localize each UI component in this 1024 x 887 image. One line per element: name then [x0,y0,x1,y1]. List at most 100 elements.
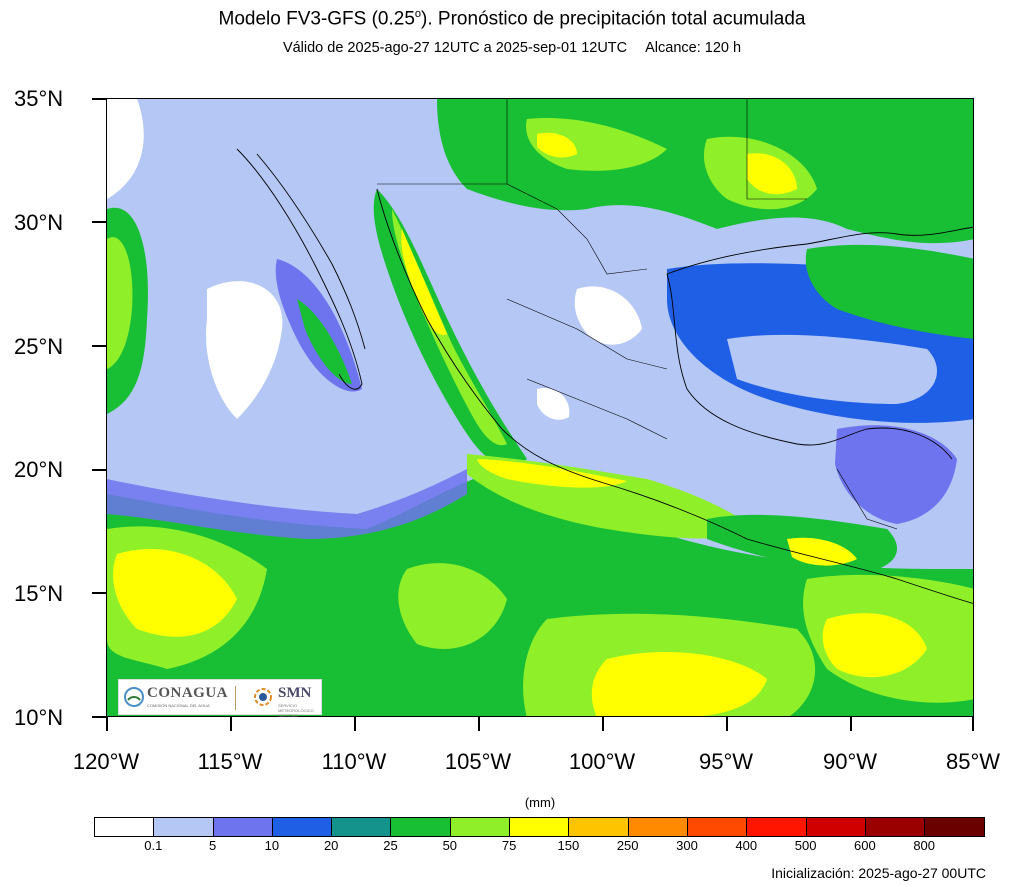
colorbar-segment [865,818,926,836]
coast-gulf-california [256,153,366,350]
lon-label-95w: 95°W [698,749,754,774]
colorbar-label: 10 [264,838,280,853]
colorbar-label: 20 [323,838,339,853]
lon-tick [478,717,480,731]
lat-label-15n: 15°N [14,581,64,606]
valid-period: Válido de 2025-ago-27 12UTC a 2025-sep-0… [282,40,628,56]
field-white-nw [107,99,144,199]
logos-panel: CONAGUA COMISIÓN NACIONAL DEL AGUA SMN S… [118,679,322,718]
colorbar-segment [569,818,629,836]
conagua-logo-text: CONAGUA [147,685,228,701]
lat-tick [92,98,106,100]
lon-label-115w: 115°W [197,749,263,774]
lat-tick [92,469,106,471]
colorbar-unit: (mm) [524,795,556,810]
field-light-gulf [727,334,937,404]
field-yellow-n1 [537,132,577,158]
initialization-time: Inicialización: 2025-ago-27 00UTC [771,865,986,881]
colorbar-label: 300 [676,838,698,853]
conagua-logo-subtitle: COMISIÓN NACIONAL DEL AGUA [147,703,210,708]
field-yellow-sw [113,549,237,637]
colorbar-segment [391,818,451,836]
lat-label-30n: 30°N [14,210,64,235]
field-white-pacific [206,281,283,419]
coast-baja-west [236,148,363,390]
lat-label-35n: 35°N [14,86,64,111]
lon-tick [972,717,974,731]
colorbar-segment [95,818,155,836]
map-title: Modelo FV3-GFS (0.25o). Pronóstico de pr… [218,8,806,30]
colorbar-segment [687,818,748,836]
lat-tick [92,592,106,594]
colorbar-segment [332,818,392,836]
field-yellow-smo [401,229,447,335]
state-borders [377,99,898,530]
field-white-plateau [574,286,642,345]
colorbar-label: 800 [913,838,936,853]
logo-divider [235,686,236,710]
lat-tick [92,345,106,347]
colorbar-segment [628,818,688,836]
field-blue-yucatan [835,425,957,524]
colorbar-label: 50 [442,838,458,853]
lon-tick [602,717,604,731]
colorbar-label: 75 [501,838,517,853]
field-lime-n1 [526,118,667,171]
field-white-plateau2 [537,388,570,420]
border-camerica [836,468,898,530]
border-us-mx [377,183,648,275]
lon-label-120w: 120°W [72,749,140,774]
border-mx-states [506,298,668,370]
forecast-range: Alcance: 120 h [645,40,742,56]
colorbar-label: 600 [854,838,876,853]
field-blue-belt [107,469,467,539]
lat-label-25n: 25°N [14,334,64,359]
border-mx-states-2 [526,378,668,440]
precipitation-field [107,99,973,716]
colorbar-label: 250 [616,838,639,853]
coast-pacific-mainland [376,188,973,604]
colorbar-label: 0.1 [144,838,163,853]
precipitation-map [106,98,974,717]
coast-gulf-mx [666,273,953,460]
lat-label-10n: 10°N [14,705,64,730]
field-lime-west [107,237,133,369]
colorbar [94,817,986,837]
colorbar-label: 500 [794,838,817,853]
conagua-logo-icon [124,687,144,707]
border-us-states-2 [746,99,807,200]
colorbar-segment [747,818,807,836]
field-yellow-s [591,652,767,716]
field-yellow-n2 [747,153,797,195]
field-yellow-se [822,613,927,678]
field-green-gulf [805,244,973,339]
lon-label-100w: 100°W [568,749,636,774]
field-yellow-south-mx [477,459,627,488]
lon-tick [106,717,108,731]
colorbar-label: 5 [208,838,217,853]
colorbar-segment [213,818,273,836]
coastlines [236,148,973,604]
lat-tick [92,716,106,718]
coast-us-gulf [666,226,973,275]
lon-label-110w: 110°W [321,749,387,774]
colorbar-segment [154,818,214,836]
colorbar-label: 400 [735,838,758,853]
colorbar-segment [510,818,570,836]
lat-label-20n: 20°N [14,457,64,482]
lon-label-85w: 85°W [945,749,1001,774]
colorbar-segment [450,818,511,836]
lon-tick [354,717,356,731]
lon-tick [850,717,852,731]
lon-tick [230,717,232,731]
colorbar-segment [272,818,333,836]
colorbar-label: 25 [383,838,398,853]
lon-label-105w: 105°W [444,749,512,774]
colorbar-segment [925,818,985,836]
field-lime-c [398,563,507,649]
colorbar-label: 150 [557,838,580,853]
map-subtitle: Válido de 2025-ago-27 12UTC a 2025-sep-0… [0,40,1024,56]
smn-logo-subtitle: SERVICIO METEOROLÓGICO NACIONAL [278,703,314,718]
field-yellow-camerica [787,537,857,566]
smn-logo-icon [254,688,272,706]
